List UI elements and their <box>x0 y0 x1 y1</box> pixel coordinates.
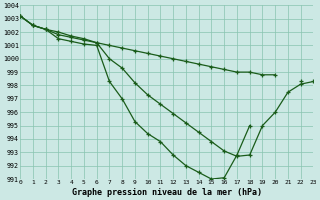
X-axis label: Graphe pression niveau de la mer (hPa): Graphe pression niveau de la mer (hPa) <box>72 188 262 197</box>
